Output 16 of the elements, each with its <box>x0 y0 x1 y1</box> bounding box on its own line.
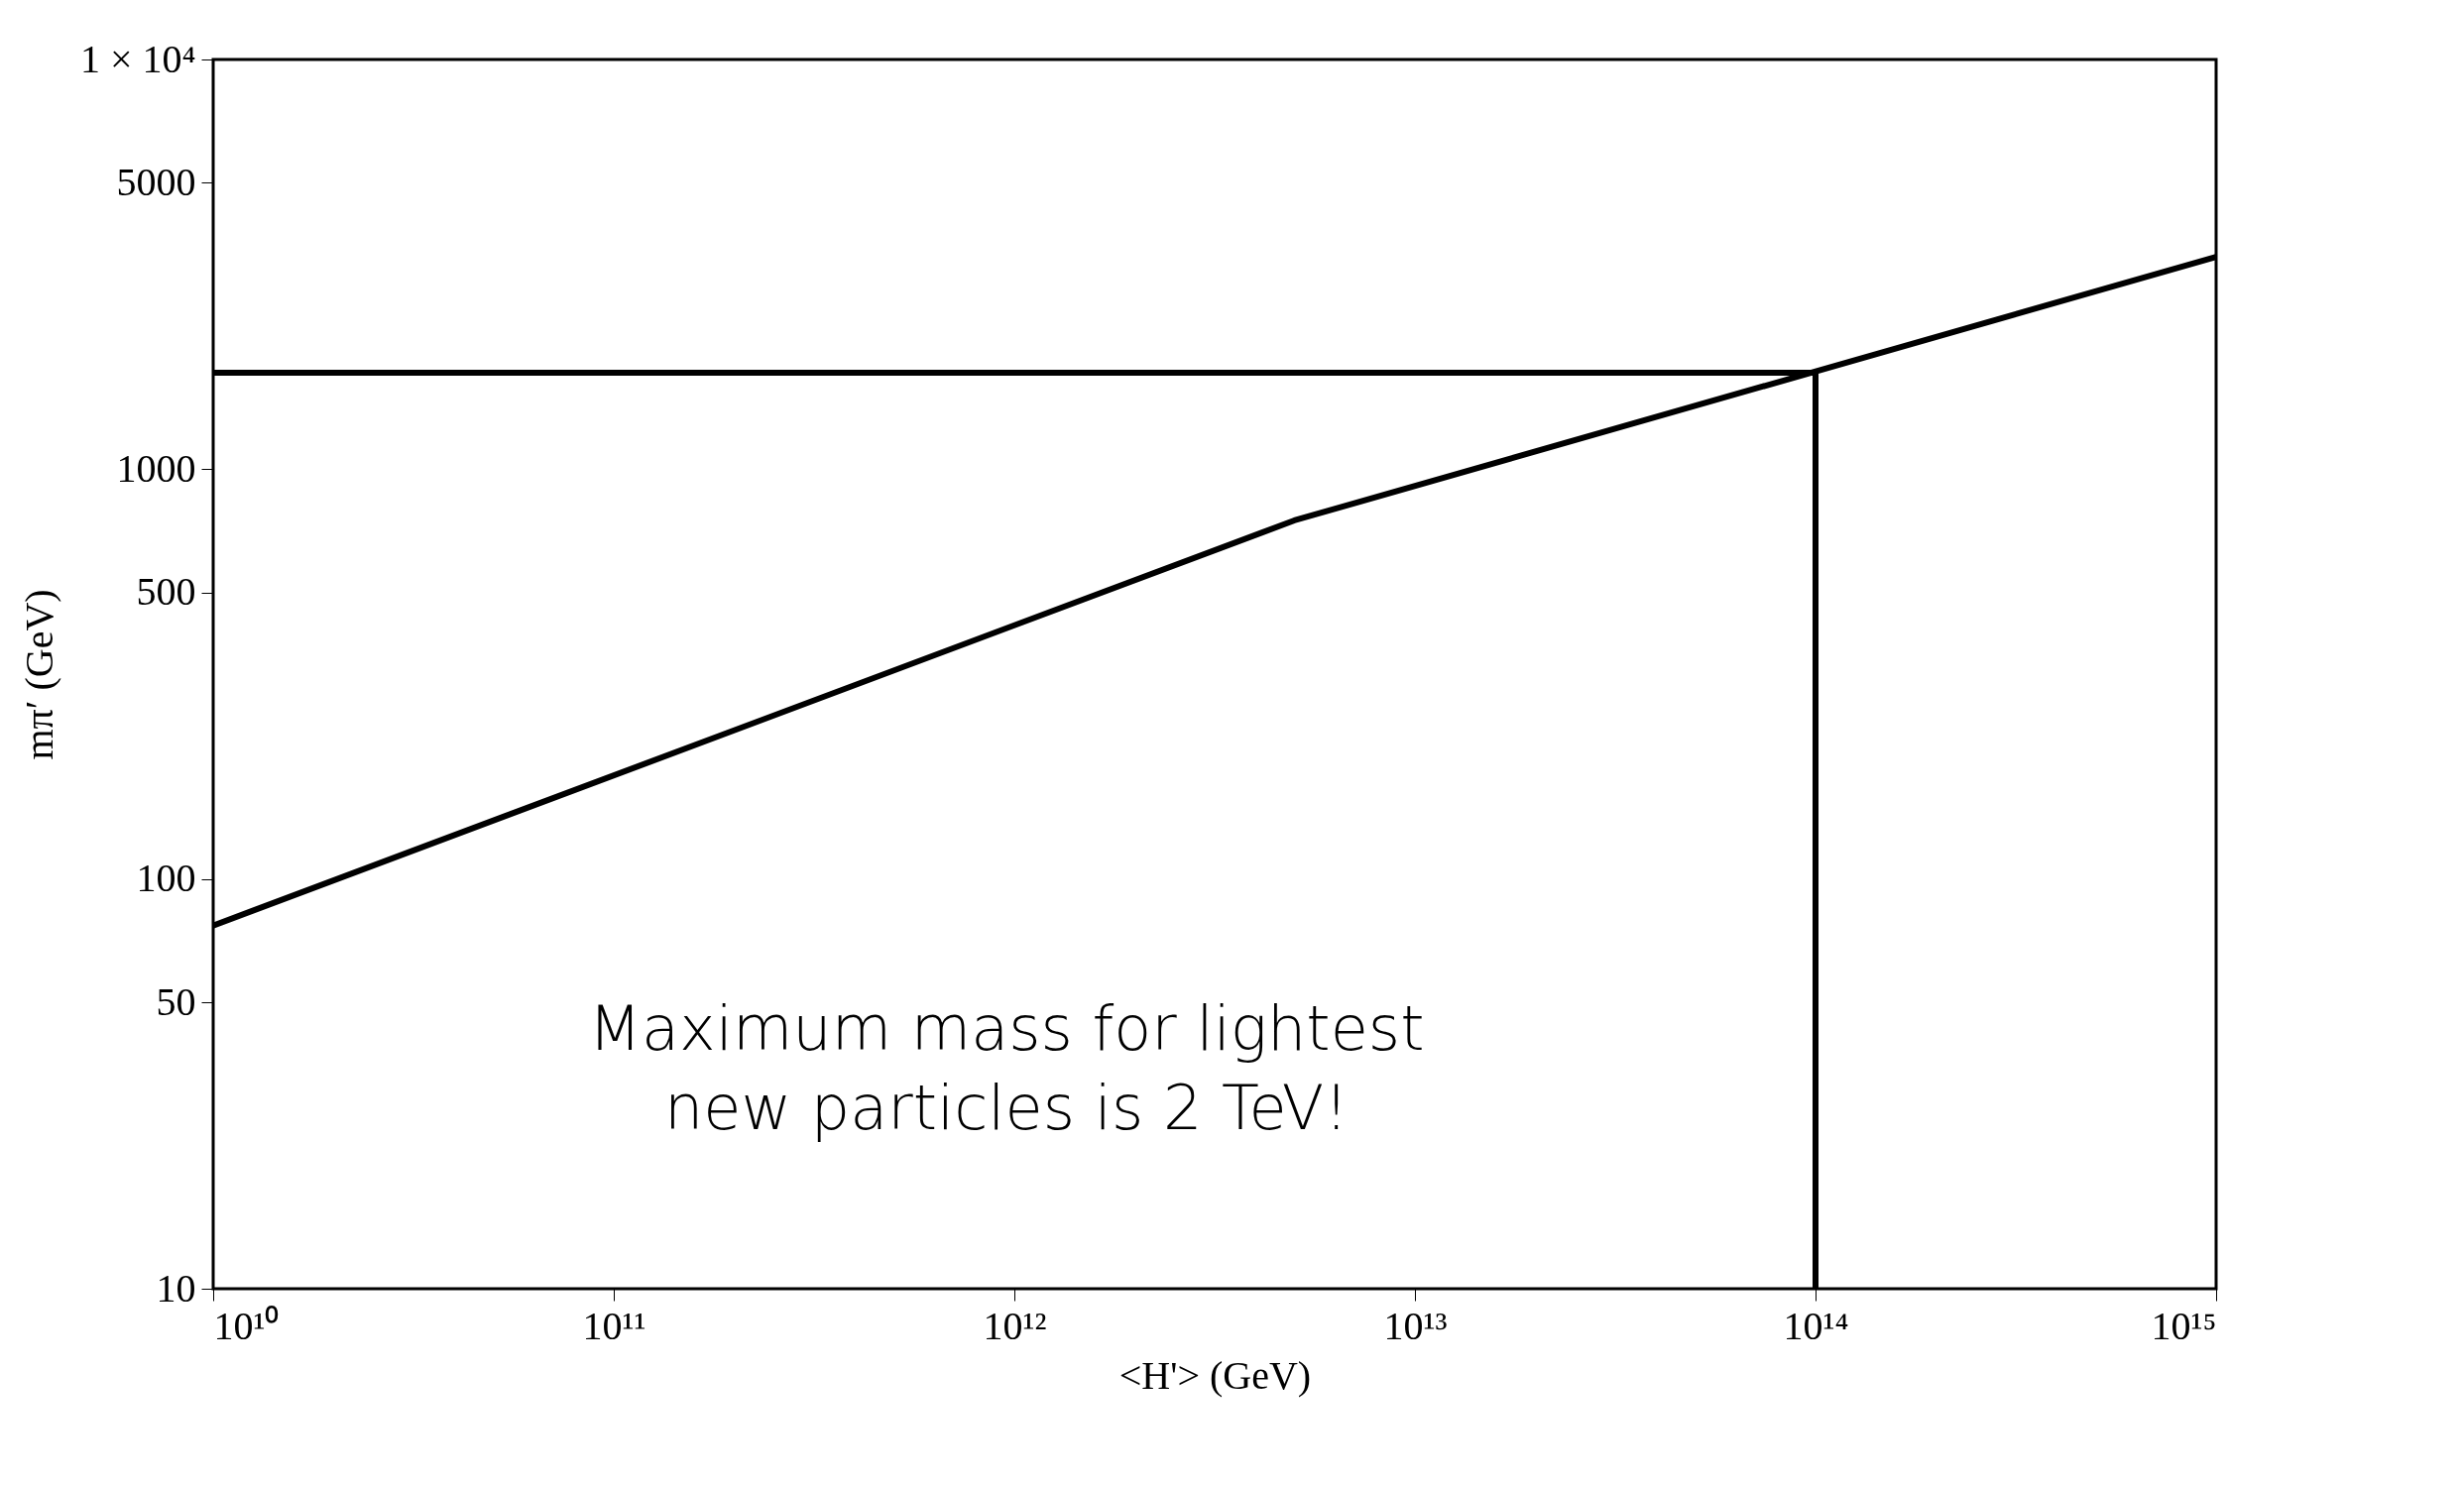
y-axis-title: mπ′ (GeV) <box>17 589 61 760</box>
y-tick-label: 5000 <box>116 159 196 204</box>
x-tick-label: 10¹⁴ <box>1783 1303 1849 1348</box>
x-tick-label: 10¹¹ <box>582 1303 646 1348</box>
y-tick-label: 50 <box>156 978 196 1024</box>
x-tick-label: 10¹⁵ <box>2151 1303 2217 1348</box>
y-tick-label: 500 <box>136 569 196 615</box>
y-tick-label: 1 × 10⁴ <box>79 36 196 81</box>
x-tick-label: 10¹⁰ <box>213 1303 280 1348</box>
x-axis-title: <H'> (GeV) <box>1118 1352 1312 1398</box>
x-tick-label: 10¹² <box>983 1303 1047 1348</box>
y-tick-label: 10 <box>156 1265 196 1311</box>
y-tick-label: 100 <box>136 856 196 901</box>
annotation: Maximum mass for lightest new particles is 2 TeV! <box>588 992 1425 1144</box>
y-tick-label: 1000 <box>116 445 196 491</box>
x-tick-label: 10¹³ <box>1383 1303 1448 1348</box>
